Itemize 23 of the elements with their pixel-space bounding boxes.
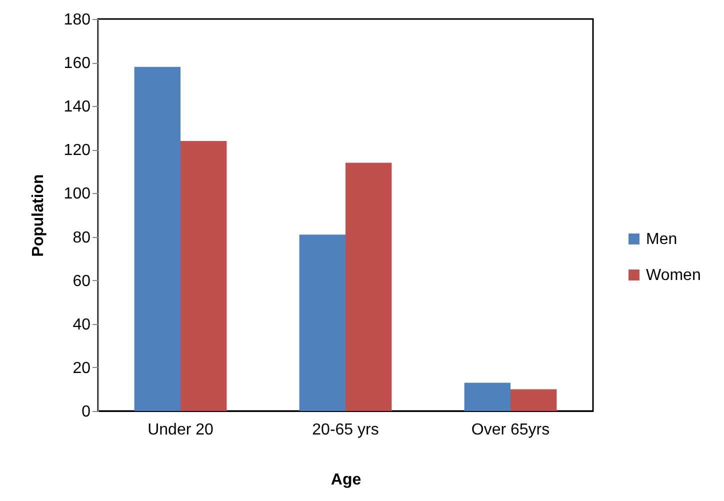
bar bbox=[346, 162, 392, 411]
bar bbox=[180, 140, 227, 411]
y-tick-label: 80 bbox=[72, 229, 91, 246]
legend-label: Men bbox=[646, 231, 678, 248]
y-tick-label: 100 bbox=[64, 186, 91, 203]
y-axis-title: Population bbox=[30, 174, 47, 257]
y-tick-label: 0 bbox=[82, 404, 91, 420]
y-tick-label: 180 bbox=[64, 12, 91, 28]
y-tick-label: 160 bbox=[64, 55, 91, 72]
y-tick-label: 120 bbox=[64, 142, 91, 160]
y-tick-label: 60 bbox=[72, 272, 91, 290]
bar bbox=[464, 382, 510, 411]
x-tick-label: Under 20 bbox=[148, 422, 214, 438]
bar bbox=[299, 234, 346, 411]
x-axis-title: Age bbox=[330, 472, 362, 488]
legend-label: Women bbox=[646, 267, 701, 284]
y-tick-label: 40 bbox=[72, 316, 91, 334]
bar bbox=[134, 66, 180, 411]
y-tick-label: 140 bbox=[64, 98, 91, 116]
x-tick-label: 20-65 yrs bbox=[312, 422, 379, 438]
x-tick-label: Over 65yrs bbox=[471, 422, 550, 438]
bar bbox=[510, 389, 557, 411]
y-tick-label: 20 bbox=[72, 360, 91, 377]
